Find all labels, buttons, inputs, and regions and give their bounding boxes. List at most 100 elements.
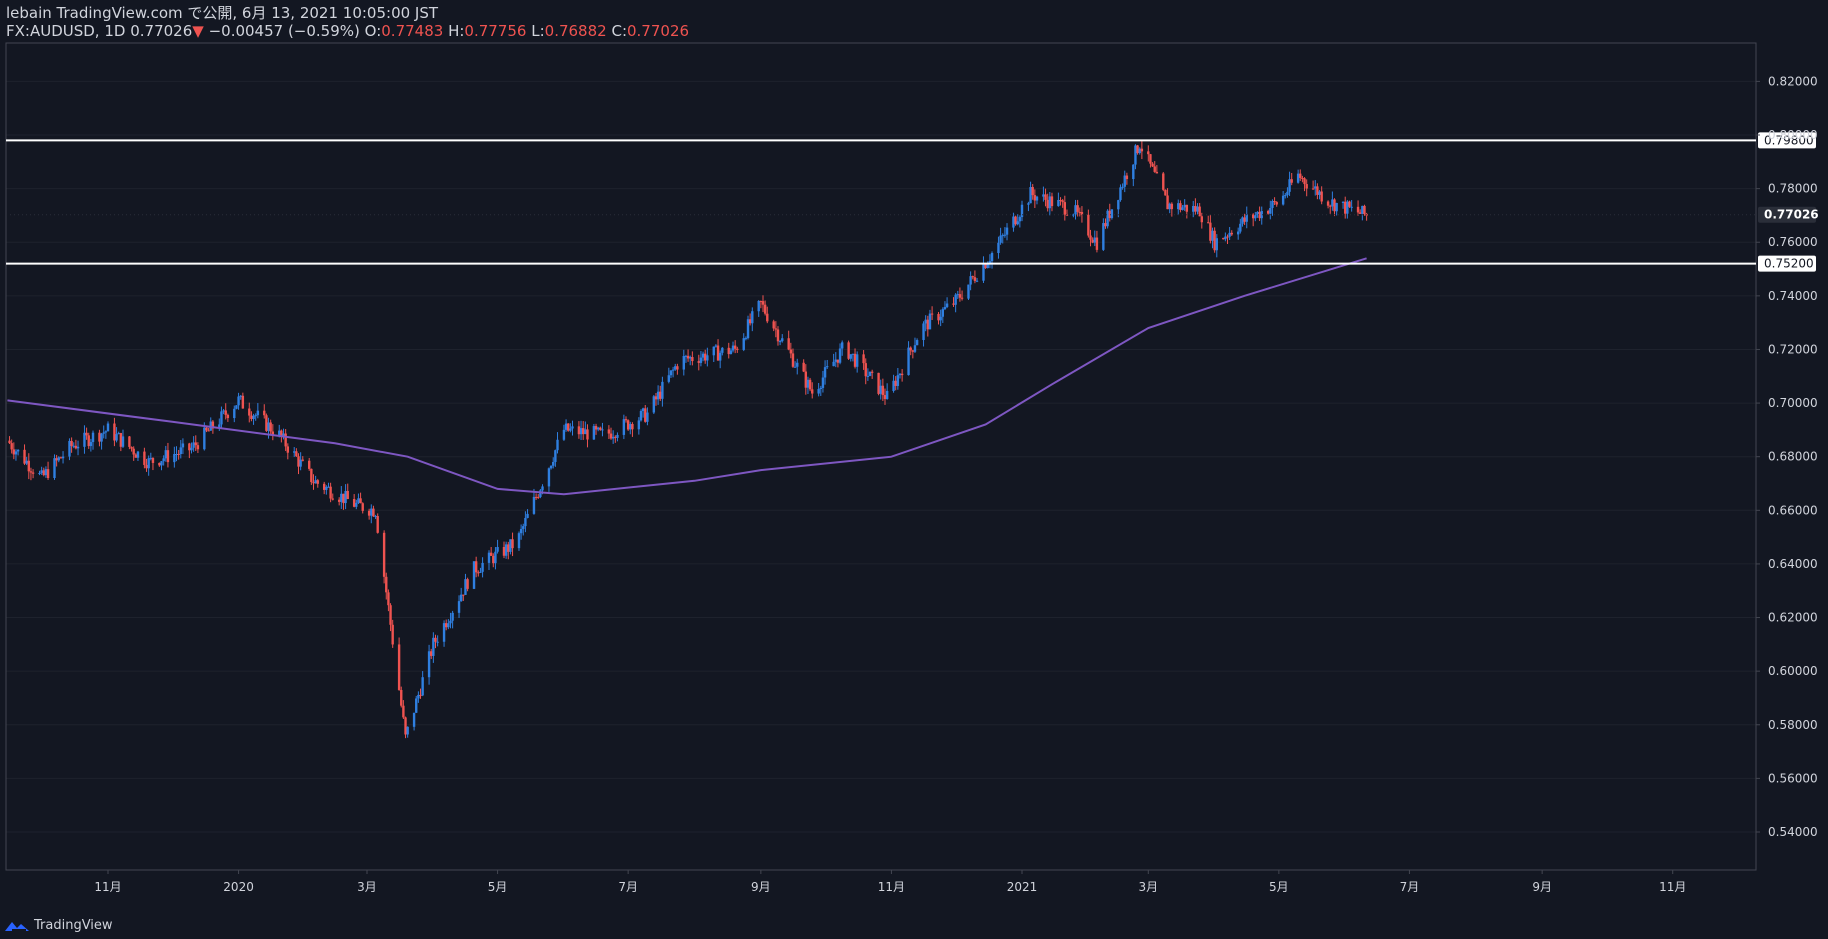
candle-body: [442, 623, 446, 642]
candle-body: [1198, 206, 1201, 217]
candle-body: [1241, 217, 1244, 224]
candle-body: [1260, 211, 1263, 219]
y-tick-label: 0.60000: [1768, 664, 1818, 678]
candle-body: [1029, 187, 1032, 204]
candle-body: [1044, 194, 1047, 200]
candle-body: [1042, 194, 1045, 197]
candle-body: [659, 391, 662, 399]
candle-body: [1031, 187, 1034, 196]
candle-body: [1215, 238, 1218, 251]
candle-body: [1271, 200, 1274, 208]
candle-body: [969, 276, 972, 285]
candle-body: [145, 464, 148, 469]
candle-body: [119, 433, 123, 447]
candle-body: [1273, 200, 1276, 203]
candle-body: [222, 410, 225, 412]
candle-body: [188, 443, 191, 451]
candle-body: [907, 347, 910, 376]
x-tick-label: 5月: [488, 880, 508, 894]
candle-body: [406, 726, 409, 735]
candle-body: [329, 486, 332, 499]
candle-body: [652, 396, 656, 413]
candle-body: [196, 445, 200, 450]
candle-body: [359, 498, 362, 504]
y-tick-label: 0.76000: [1768, 235, 1818, 249]
candle-body: [952, 303, 955, 305]
candle-body: [220, 411, 223, 425]
candle-body: [823, 367, 827, 378]
candle-body: [447, 623, 450, 628]
candle-body: [1299, 173, 1302, 178]
candle-body: [866, 375, 870, 377]
candle-body: [811, 389, 814, 394]
last-price: 0.77026: [130, 22, 193, 40]
symbol-label: FX:AUDUSD, 1D: [6, 22, 126, 40]
horizontal-levels[interactable]: 0.79800 0.75200: [6, 132, 1816, 272]
candle-body: [355, 502, 358, 507]
candle-body: [748, 319, 752, 324]
candle-body: [1230, 232, 1233, 235]
candle-body: [1243, 217, 1246, 222]
candle-body: [744, 338, 748, 340]
candle-body: [1363, 205, 1366, 215]
candle-body: [1288, 179, 1291, 192]
candle-body: [1196, 206, 1199, 212]
candle-body: [714, 345, 718, 347]
candle-body: [1119, 187, 1122, 201]
candle-body: [1027, 203, 1030, 205]
candle-body: [1046, 199, 1049, 209]
candle-body: [1166, 195, 1169, 210]
candle-body: [960, 297, 964, 299]
candle-body: [534, 496, 538, 498]
candle-body: [667, 375, 671, 382]
candle-body: [1087, 214, 1090, 236]
footer-brand[interactable]: TradingView: [4, 918, 113, 933]
y-tick-label: 0.54000: [1768, 825, 1818, 839]
candle-body: [870, 371, 874, 373]
candle-body: [1012, 216, 1015, 228]
candle-body: [751, 311, 754, 324]
candle-body: [389, 605, 392, 625]
candle-body: [1331, 199, 1334, 207]
last-price-marker: 0.77026: [6, 206, 1819, 223]
candle-body: [1108, 210, 1111, 219]
open-value: 0.77483: [381, 22, 444, 40]
candle-body: [836, 359, 840, 363]
candle-body: [342, 493, 345, 504]
price-axis[interactable]: 0.82000 0.80000 0.78000 0.76000 0.74000 0.720…: [1756, 74, 1818, 839]
candle-body: [864, 363, 867, 377]
last-price-label: 0.77026: [1764, 208, 1819, 222]
candle-body: [646, 412, 649, 422]
candle-body: [1153, 166, 1156, 172]
candle-body: [331, 498, 334, 500]
time-axis[interactable]: 11月 2020 3月 5月 7月 9月 11月 2021 3月 5月 7月 9月 11月: [94, 870, 1686, 894]
candle-body: [1059, 199, 1062, 201]
candle-body: [1132, 164, 1135, 180]
candle-body: [832, 361, 835, 367]
candle-body: [776, 329, 780, 342]
candle-body: [736, 348, 739, 350]
candle-body: [325, 486, 328, 490]
candle-body: [984, 264, 987, 269]
candle-body: [1236, 231, 1240, 235]
candle-body: [706, 355, 709, 361]
candle-body: [1290, 179, 1293, 183]
candle-body: [1224, 236, 1227, 240]
candle-body: [1095, 237, 1099, 250]
candle-body: [76, 446, 80, 449]
candle-body: [427, 651, 431, 678]
candle-body: [1117, 200, 1120, 210]
candle-body: [607, 429, 611, 434]
candle-body: [382, 532, 386, 577]
candle-body: [147, 458, 150, 469]
candle-body: [686, 355, 690, 359]
x-tick-label: 9月: [751, 880, 771, 894]
candle-body: [1356, 206, 1360, 213]
brand-label: TradingView: [34, 918, 113, 933]
candle-body: [387, 592, 390, 606]
candle-body: [1192, 205, 1195, 212]
candle-body: [729, 350, 733, 355]
candle-body: [412, 712, 416, 727]
candle-body: [581, 428, 585, 435]
